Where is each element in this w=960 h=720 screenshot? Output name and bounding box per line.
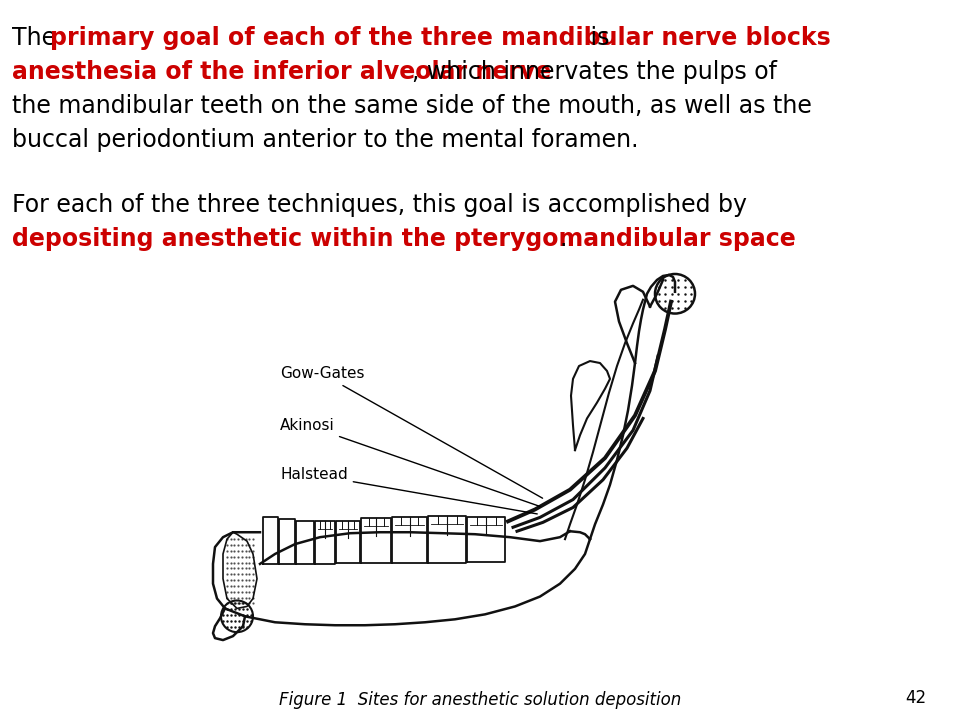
Text: Figure 1  Sites for anesthetic solution deposition: Figure 1 Sites for anesthetic solution d… [278, 691, 682, 709]
Text: anesthesia of the inferior alveolar nerve: anesthesia of the inferior alveolar nerv… [12, 60, 551, 84]
Text: depositing anesthetic within the pterygomandibular space: depositing anesthetic within the pterygo… [12, 227, 796, 251]
Text: The: The [12, 26, 63, 50]
Text: is: is [583, 26, 610, 50]
Text: Gow-Gates: Gow-Gates [280, 366, 542, 498]
Text: Halstead: Halstead [280, 467, 538, 514]
Text: the mandibular teeth on the same side of the mouth, as well as the: the mandibular teeth on the same side of… [12, 94, 812, 118]
Text: For each of the three techniques, this goal is accomplished by: For each of the three techniques, this g… [12, 192, 747, 217]
Text: 42: 42 [905, 689, 926, 707]
Text: , which innervates the pulps of: , which innervates the pulps of [412, 60, 777, 84]
Text: Akinosi: Akinosi [280, 418, 540, 507]
Text: .: . [560, 227, 567, 251]
Text: primary goal of each of the three mandibular nerve blocks: primary goal of each of the three mandib… [50, 26, 830, 50]
Text: buccal periodontium anterior to the mental foramen.: buccal periodontium anterior to the ment… [12, 128, 638, 152]
